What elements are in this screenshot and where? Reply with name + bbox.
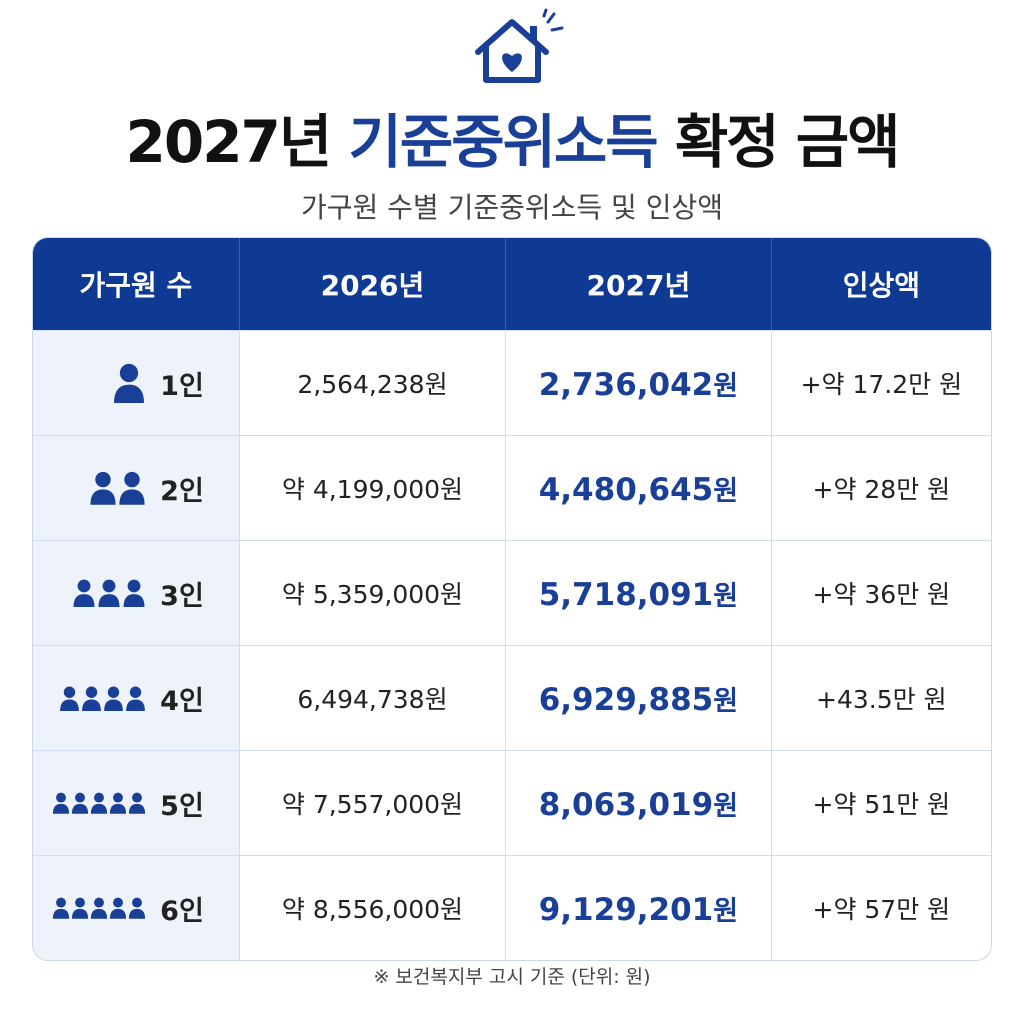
people-icon [52,897,146,919]
people-icon [59,686,146,711]
column-header: 2027년 [505,238,771,330]
people-icon [112,363,146,403]
household-cell: 2인 [33,435,239,540]
person-icon [71,897,89,919]
household-label: 6인 [160,895,204,927]
title: 2027년 기준중위소득 확정 금액 [0,95,1024,179]
income-2027-unit: 원 [713,685,739,717]
table-row: 4인 6,494,738원 6,929,885원 +43.5만 원 [33,645,991,750]
income-2027-unit: 원 [713,895,739,927]
household: 5인 [34,784,238,823]
household-cell: 1인 [33,330,239,435]
income-table: 가구원 수 2026년 2027년 인상액 1인 2,564,238원 2,736,… [32,237,992,961]
increase: +약 51만 원 [770,750,991,855]
income-2027-amount: 2,736,042 [538,366,714,403]
household-label: 4인 [160,685,204,717]
person-icon [52,792,70,814]
person-icon [97,579,121,607]
household-label: 5인 [160,790,204,822]
person-icon [52,897,70,919]
person-icon [118,471,146,505]
title-part: 확정 금액 [674,108,901,176]
subtitle: 가구원 수별 기준중위소득 및 인상액 [300,191,723,224]
income-2026: 약 4,199,000원 [238,435,506,540]
people-icon [72,579,146,607]
column-header: 인상액 [770,238,991,330]
column-header: 2026년 [238,238,506,330]
household: 2인 [34,469,238,508]
person-icon [59,686,80,711]
increase: +약 57만 원 [770,855,991,960]
header-row: 가구원 수 2026년 2027년 인상액 [33,238,991,330]
person-icon [103,686,124,711]
table-row: 6인 약 8,556,000원 9,129,201원 +약 57만 원 [33,855,991,960]
table-row: 3인 약 5,359,000원 5,718,091원 +약 36만 원 [33,540,991,645]
income-2027-unit: 원 [713,790,739,822]
table-row: 2인 약 4,199,000원 4,480,645원 +약 28만 원 [33,435,991,540]
house-icon [475,8,564,83]
increase: +약 17.2만 원 [770,330,991,435]
title-part: 2027년 [125,108,332,176]
increase: +43.5만 원 [770,645,991,750]
household-cell: 4인 [33,645,239,750]
footnote: ※ 보건복지부 고시 기준 (단위: 원) [373,966,651,988]
title-highlight: 기준중위소득 [348,108,658,176]
household-label: 1인 [160,370,204,402]
income-2027-unit: 원 [713,475,739,507]
person-icon [109,792,127,814]
household-cell: 3인 [33,540,239,645]
income-2027-amount: 5,718,091 [538,576,714,613]
person-icon [71,792,89,814]
income-2027: 5,718,091원 [505,540,771,645]
income-2026: 6,494,738원 [238,645,506,750]
person-icon [128,792,146,814]
income-2027-unit: 원 [713,580,739,612]
household: 3인 [34,574,238,613]
table-row: 1인 2,564,238원 2,736,042원 +약 17.2만 원 [33,330,991,435]
person-icon [90,897,108,919]
person-icon [125,686,146,711]
income-2026: 약 5,359,000원 [238,540,506,645]
household-label: 3인 [160,580,204,612]
income-2027-unit: 원 [713,370,739,402]
household: 6인 [34,889,238,928]
increase: +약 28만 원 [770,435,991,540]
income-2027: 8,063,019원 [505,750,771,855]
person-icon [90,792,108,814]
household: 4인 [34,679,238,718]
income-2027-amount: 9,129,201 [538,891,714,928]
income-2027-amount: 4,480,645 [538,471,714,508]
income-2027: 6,929,885원 [505,645,771,750]
household-cell: 6인 [33,855,239,960]
people-icon [89,471,146,505]
household: 1인 [34,363,238,403]
person-icon [122,579,146,607]
income-2026: 2,564,238원 [238,330,506,435]
income-2026: 약 7,557,000원 [238,750,506,855]
increase: +약 36만 원 [770,540,991,645]
person-icon [89,471,117,505]
person-icon [81,686,102,711]
income-2027: 2,736,042원 [505,330,771,435]
people-icon [52,792,146,814]
income-2026: 약 8,556,000원 [238,855,506,960]
column-header: 가구원 수 [33,238,239,330]
household-cell: 5인 [33,750,239,855]
income-2027: 9,129,201원 [505,855,771,960]
table-row: 5인 약 7,557,000원 8,063,019원 +약 51만 원 [33,750,991,855]
income-2027-amount: 6,929,885 [538,681,714,718]
person-icon [109,897,127,919]
person-icon [72,579,96,607]
income-2027-amount: 8,063,019 [538,786,714,823]
household-label: 2인 [160,475,204,507]
income-2027: 4,480,645원 [505,435,771,540]
person-icon [128,897,146,919]
person-icon [112,363,146,403]
